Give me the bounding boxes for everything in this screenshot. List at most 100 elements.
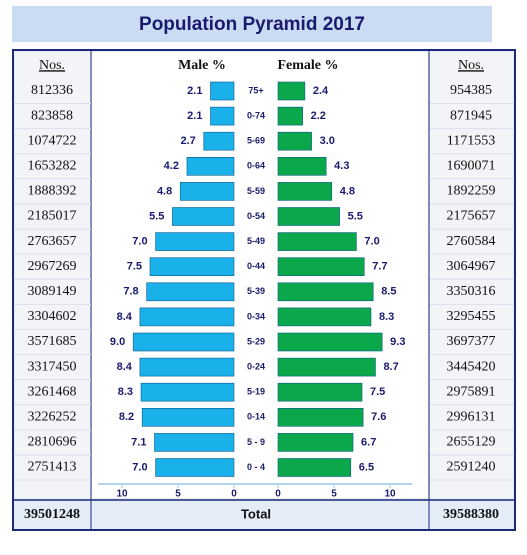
value-label: 7.0 [132, 236, 147, 248]
value-label: 8.3 [379, 311, 394, 323]
value-label: 8.4 [117, 361, 133, 373]
category-label: 0-14 [247, 412, 265, 422]
value-label: 6.7 [361, 436, 376, 448]
count-value: 2810696 [28, 435, 77, 450]
bar [210, 106, 235, 126]
bar [277, 458, 352, 477]
value-label: 7.0 [132, 461, 147, 473]
bar [210, 81, 235, 101]
value-label: 5.5 [348, 210, 363, 222]
category-label: 5-29 [247, 336, 265, 346]
bar [179, 182, 235, 201]
count-value: 871945 [450, 108, 492, 123]
bar [277, 182, 333, 201]
count-value: 2975891 [447, 384, 496, 399]
bar [149, 257, 235, 277]
category-label: 0-74 [247, 110, 265, 120]
count-value: 2655129 [447, 435, 496, 450]
bar [277, 257, 365, 277]
value-label: 4.8 [340, 185, 355, 197]
bar [277, 357, 376, 377]
x-tick-label: 5 [175, 489, 181, 500]
count-value: 2175657 [447, 209, 496, 224]
count-value: 2185017 [28, 209, 77, 224]
bar [155, 458, 235, 477]
value-label: 9.0 [110, 336, 125, 348]
count-value: 2763657 [28, 234, 77, 249]
bar [146, 282, 235, 302]
count-value: 3445420 [447, 359, 496, 374]
legend-label: Male % [178, 58, 226, 73]
bar [277, 81, 306, 101]
bar [155, 232, 235, 251]
value-label: 7.8 [123, 286, 138, 298]
x-tick-label: 5 [331, 489, 337, 500]
bar [186, 157, 235, 176]
value-label: 5.5 [149, 210, 164, 222]
count-value: 3295455 [447, 309, 496, 324]
value-label: 4.3 [334, 160, 349, 172]
category-label: 5-49 [247, 236, 265, 246]
bar [139, 357, 235, 377]
value-label: 6.5 [359, 461, 374, 473]
value-label: 2.2 [311, 110, 326, 122]
x-tick-label: 10 [384, 489, 396, 500]
count-value: 3089149 [28, 284, 77, 299]
category-label: 0-54 [247, 211, 265, 221]
bar [277, 282, 374, 302]
count-value: 1690071 [447, 159, 496, 174]
count-value: 2591240 [447, 460, 496, 475]
category-label: 0-34 [247, 311, 265, 321]
value-label: 2.4 [313, 85, 329, 97]
count-value: 3571685 [28, 334, 77, 349]
count-value: 2760584 [447, 234, 496, 249]
bar [277, 433, 354, 452]
bar [140, 382, 235, 402]
value-label: 9.3 [390, 336, 405, 348]
bar [277, 307, 372, 327]
value-label: 2.1 [187, 85, 202, 97]
bar [277, 382, 363, 402]
category-label: 5-69 [247, 136, 265, 146]
count-value: 1171553 [447, 133, 495, 148]
total-label: Total [241, 506, 271, 521]
count-value: 1888392 [28, 184, 77, 199]
bar [132, 332, 235, 352]
count-value: 3697377 [447, 334, 496, 349]
count-value: 3261468 [28, 384, 77, 399]
value-label: 7.5 [127, 261, 142, 273]
bar [141, 407, 235, 427]
value-label: 7.5 [370, 386, 385, 398]
count-value: 2967269 [28, 259, 77, 274]
value-label: 8.3 [118, 386, 133, 398]
count-value: 2751413 [28, 460, 77, 475]
bar [277, 207, 340, 226]
left-column [15, 52, 91, 498]
category-label: 0 - 4 [247, 462, 265, 472]
value-label: 4.2 [164, 160, 179, 172]
category-label: 5 - 9 [247, 437, 265, 447]
count-value: 3064967 [447, 259, 496, 274]
value-label: 8.4 [117, 311, 133, 323]
bar [277, 232, 357, 251]
count-value: 823858 [31, 108, 73, 123]
category-label: 5-59 [247, 186, 265, 196]
right-column [430, 52, 513, 498]
x-tick-label: 0 [275, 489, 281, 500]
legend-label: Female % [277, 58, 338, 73]
count-value: 2996131 [447, 410, 496, 425]
total-value: 39588380 [443, 507, 499, 522]
count-value: 3350316 [447, 284, 496, 299]
value-label: 4.8 [157, 185, 172, 197]
bar [277, 106, 303, 126]
category-label: 5-39 [247, 286, 265, 296]
category-label: 0-44 [247, 261, 265, 271]
count-value: 1892259 [447, 184, 496, 199]
value-label: 7.1 [131, 436, 146, 448]
title-banner [12, 6, 492, 42]
value-label: 8.5 [381, 286, 396, 298]
count-value: 3226252 [28, 410, 77, 425]
value-label: 3.0 [320, 135, 335, 147]
category-label: 75+ [248, 85, 263, 95]
count-value: 1074722 [28, 133, 77, 148]
